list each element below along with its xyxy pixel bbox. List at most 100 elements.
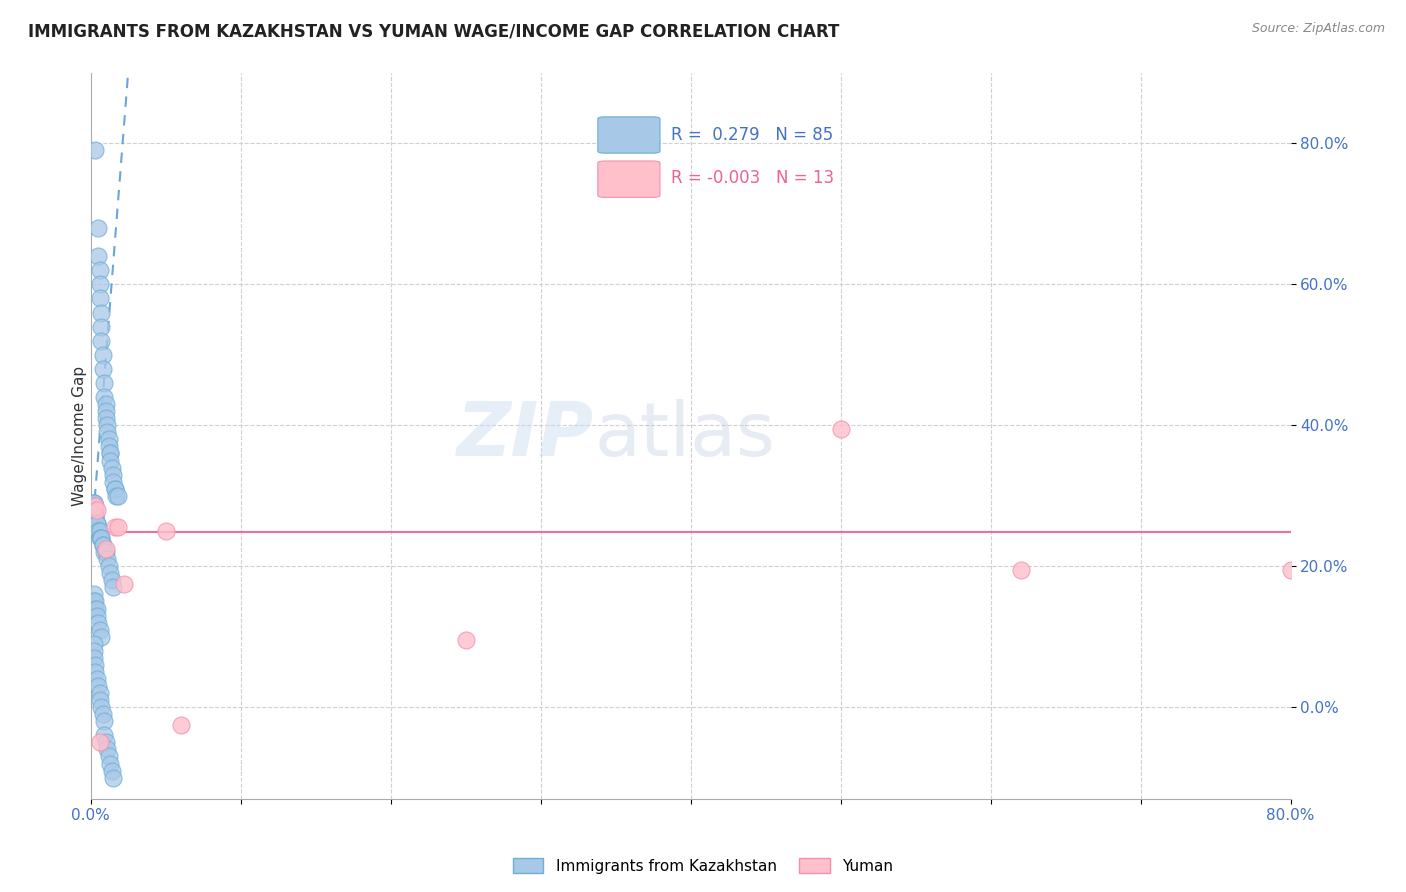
Point	[1279, 563, 1302, 577]
Point	[91, 348, 114, 362]
Point	[94, 411, 117, 425]
Legend: Immigrants from Kazakhstan, Yuman: Immigrants from Kazakhstan, Yuman	[506, 852, 900, 880]
Point	[93, 390, 115, 404]
Point	[1010, 563, 1032, 577]
Point	[100, 764, 122, 778]
Point	[89, 693, 111, 707]
Point	[83, 503, 105, 517]
Point	[83, 650, 105, 665]
Point	[83, 594, 105, 608]
Point	[104, 482, 127, 496]
Point	[89, 524, 111, 538]
Point	[87, 524, 110, 538]
Point	[89, 623, 111, 637]
Point	[98, 566, 121, 581]
Point	[97, 749, 120, 764]
Point	[96, 742, 118, 756]
Point	[83, 503, 105, 517]
Point	[83, 587, 105, 601]
Point	[91, 707, 114, 722]
Point	[86, 672, 108, 686]
Text: R =  0.279   N = 85: R = 0.279 N = 85	[671, 126, 834, 144]
Point	[87, 615, 110, 630]
Point	[96, 552, 118, 566]
Point	[87, 524, 110, 538]
Point	[83, 496, 105, 510]
Point	[89, 735, 111, 749]
Point	[89, 531, 111, 545]
Text: atlas: atlas	[595, 400, 776, 473]
Point	[98, 756, 121, 771]
Point	[98, 446, 121, 460]
Text: Source: ZipAtlas.com: Source: ZipAtlas.com	[1251, 22, 1385, 36]
Point	[91, 538, 114, 552]
Point	[90, 319, 112, 334]
Point	[104, 520, 127, 534]
Point	[87, 221, 110, 235]
Point	[94, 541, 117, 556]
Point	[83, 496, 105, 510]
Point	[98, 453, 121, 467]
Point	[83, 637, 105, 651]
Text: IMMIGRANTS FROM KAZAKHSTAN VS YUMAN WAGE/INCOME GAP CORRELATION CHART: IMMIGRANTS FROM KAZAKHSTAN VS YUMAN WAGE…	[28, 22, 839, 40]
Point	[101, 467, 124, 482]
Point	[107, 489, 129, 503]
Point	[97, 439, 120, 453]
Point	[97, 559, 120, 574]
Point	[90, 305, 112, 319]
Point	[454, 633, 477, 648]
Point	[90, 334, 112, 348]
Point	[96, 425, 118, 440]
Point	[84, 509, 107, 524]
Point	[86, 503, 108, 517]
Point	[98, 446, 121, 460]
Point	[84, 509, 107, 524]
Point	[91, 362, 114, 376]
Point	[90, 531, 112, 545]
Point	[101, 771, 124, 785]
Point	[89, 277, 111, 292]
Text: R = -0.003   N = 13: R = -0.003 N = 13	[671, 169, 834, 187]
Point	[104, 482, 127, 496]
Point	[107, 520, 129, 534]
Point	[93, 714, 115, 729]
Point	[86, 608, 108, 623]
Point	[83, 496, 105, 510]
Point	[94, 397, 117, 411]
Point	[100, 460, 122, 475]
Point	[87, 249, 110, 263]
Point	[84, 594, 107, 608]
Point	[101, 475, 124, 489]
Point	[90, 630, 112, 644]
Point	[89, 686, 111, 700]
Point	[112, 577, 135, 591]
Y-axis label: Wage/Income Gap: Wage/Income Gap	[72, 366, 87, 506]
Point	[93, 545, 115, 559]
Point	[90, 700, 112, 714]
Point	[169, 718, 191, 732]
Point	[105, 489, 128, 503]
Point	[830, 422, 852, 436]
Point	[86, 516, 108, 531]
FancyBboxPatch shape	[598, 161, 659, 197]
Point	[89, 263, 111, 277]
Point	[94, 735, 117, 749]
Point	[84, 665, 107, 679]
Point	[89, 292, 111, 306]
Point	[91, 538, 114, 552]
FancyBboxPatch shape	[598, 117, 659, 153]
Point	[87, 679, 110, 693]
Point	[96, 418, 118, 433]
Point	[155, 524, 177, 538]
Point	[93, 376, 115, 390]
Text: ZIP: ZIP	[457, 400, 595, 473]
Point	[101, 580, 124, 594]
Point	[84, 601, 107, 615]
Point	[100, 574, 122, 588]
Point	[97, 433, 120, 447]
Point	[84, 500, 107, 514]
Point	[84, 657, 107, 672]
Point	[84, 503, 107, 517]
Point	[94, 545, 117, 559]
Point	[84, 144, 107, 158]
